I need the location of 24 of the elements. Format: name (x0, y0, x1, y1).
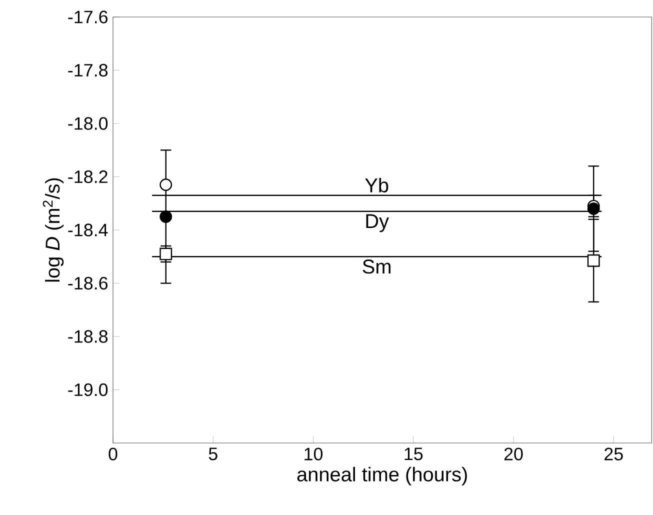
y-tick-label: -18.8 (68, 330, 108, 343)
point (160, 178, 172, 191)
x-tick-label: 15 (404, 448, 423, 460)
y-tick-label: -18.4 (68, 224, 108, 236)
x-tick-label: 10 (304, 448, 323, 460)
series-label: Dy (366, 214, 389, 232)
x-axis-title: anneal time (hours) (297, 466, 467, 486)
x-tick-label: 25 (604, 448, 623, 460)
y-axis-title: log D (m$^{2}$/s) (42, 178, 64, 282)
point (160, 210, 172, 223)
y-tick-label: -18.2 (68, 170, 108, 184)
x-tick-label: 20 (504, 448, 523, 460)
y-tick-label: -18.0 (68, 117, 108, 130)
x-tick-label: 5 (208, 448, 218, 460)
x-tick-label: 0 (108, 448, 118, 460)
point (160, 248, 172, 260)
y-tick-label: -19.0 (68, 383, 108, 396)
point (587, 254, 600, 267)
point (587, 202, 600, 215)
y-tick-label: -18.6 (68, 276, 108, 290)
y-tick-label: -17.6 (68, 10, 108, 24)
series-label: Sm (362, 260, 390, 274)
series-label: Yb (365, 178, 388, 192)
y-tick-label: -17.8 (68, 64, 108, 77)
